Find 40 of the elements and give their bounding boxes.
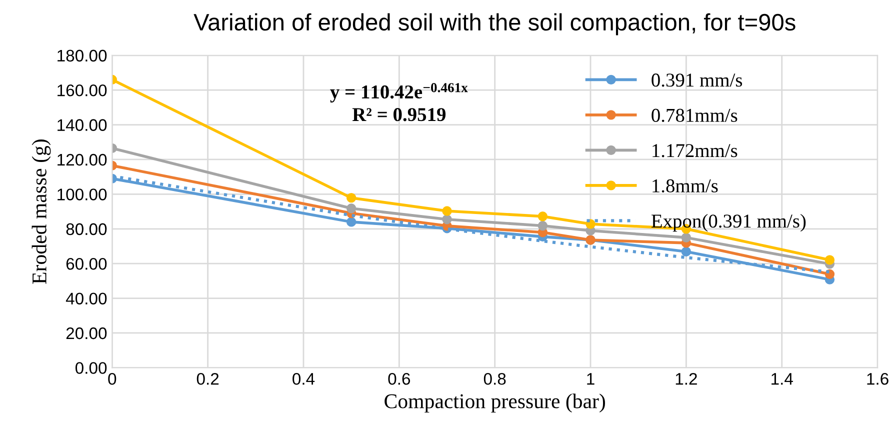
point [824, 255, 835, 265]
y-tick-label: 140.00 [58, 119, 107, 131]
y-tick-label: 120.00 [58, 154, 107, 166]
y-tick-label: 160.00 [58, 84, 107, 96]
y-tick-label: 180.00 [58, 50, 107, 62]
x-tick-label: 1.2 [676, 372, 697, 385]
x-tick-label: 0 [108, 372, 116, 385]
x-tick-label: 0.8 [484, 372, 506, 385]
annotation: R² = 0.9519 [352, 108, 446, 122]
point [442, 206, 452, 216]
point [538, 212, 548, 222]
x-tick-label: 0.6 [388, 372, 410, 385]
legend-label: 1.172mm/s [652, 144, 738, 158]
y-tick-label: 20.00 [66, 327, 107, 340]
annotation: y = 110.42e$^{−0.461x}$ [330, 83, 468, 103]
x-axis-title: Compaction pressure (bar) [384, 394, 605, 413]
point [442, 214, 452, 224]
y-tick-label: 60.00 [66, 258, 107, 270]
legend-label: 1.8mm/s [652, 179, 718, 193]
legend-label: 0.391 mm/s [652, 74, 742, 87]
y-tick-label: 100.00 [58, 188, 107, 200]
x-tick-label: 0.2 [196, 372, 219, 385]
point [346, 192, 356, 203]
point [586, 219, 596, 229]
legend-label: 0.781mm/s [652, 108, 738, 122]
point [538, 220, 548, 231]
y-tick-label: 0.00 [75, 362, 107, 374]
point [681, 246, 692, 256]
x-tick-label: 0.4 [292, 372, 315, 385]
x-tick-label: 1 [587, 373, 594, 385]
x-tick-label: 1.4 [772, 373, 793, 385]
legend-label: Expon(0.391 mm/s) [651, 214, 806, 232]
y-tick-label: 40.00 [66, 292, 107, 304]
point [681, 232, 692, 242]
x-tick-label: 1.6 [867, 372, 888, 385]
point [346, 204, 356, 214]
chart-title: Variation of eroded soil with the soil compaction, for t=90s [194, 13, 796, 36]
point [346, 217, 356, 227]
y-axis-title: Eroded masse (g) [32, 140, 51, 284]
y-tick-label: 80.00 [66, 223, 107, 236]
